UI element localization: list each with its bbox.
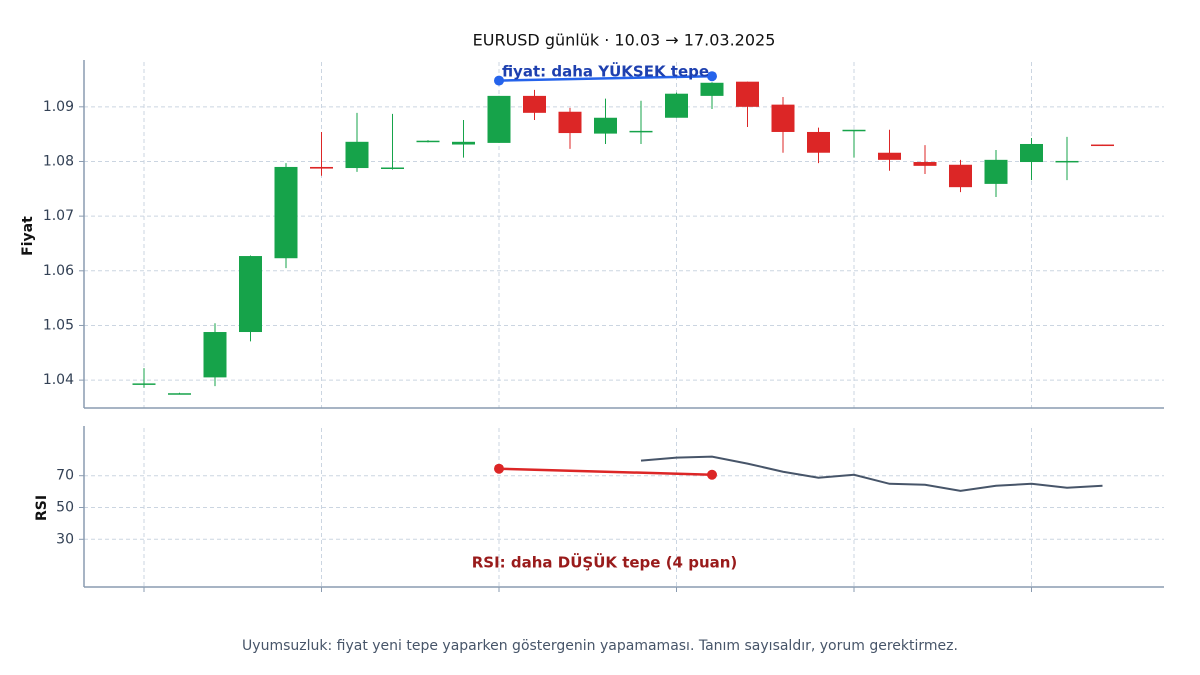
y-tick-label: 50 [56,500,74,516]
candle-body [381,167,404,169]
annotation-label: RSI: daha DÜŞÜK tepe (4 puan) [472,553,738,572]
footnote: Uyumsuzluk: fiyat yeni tepe yaparken gös… [242,638,958,654]
y-tick-label: 30 [56,531,74,547]
candle-body [523,95,546,113]
candle-body [594,117,617,134]
divergence-point [707,71,717,82]
candle-body [736,81,759,107]
candle-body [878,152,901,160]
y-tick-label: 1.05 [43,317,74,333]
y-tick-label: 1.08 [43,153,74,169]
candle-body [310,166,333,169]
candle-body [274,166,298,259]
candle-body [239,256,262,333]
candle-body [629,130,653,133]
candle-body [949,164,972,188]
candle-body [842,129,866,132]
divergence-point [707,469,717,480]
candle-body [203,332,227,378]
y-tick-label: 70 [56,468,74,484]
candle-body [416,140,440,143]
candle-body [665,93,688,118]
chart-title: EURUSD günlük · 10.03 → 17.03.2025 [473,31,776,50]
candle-body [807,131,830,153]
candle-body [1091,144,1114,147]
candle-body [558,111,582,134]
divergence-point [494,75,504,86]
y-axis-label: RSI [34,495,50,521]
candle-body [487,95,511,143]
candle-body [1020,143,1043,163]
candle-body [132,383,156,385]
divergence-line [498,467,713,476]
candle-body [452,141,475,145]
rsi-line [640,455,1103,492]
candle-body [1055,160,1079,163]
y-axis-label: Fiyat [20,216,36,256]
y-tick-label: 1.04 [43,372,74,388]
divergence-point [494,463,504,474]
divergence-line [498,74,713,82]
candle-body [700,82,724,96]
candle-body [345,141,369,169]
y-tick-label: 1.06 [43,263,74,279]
y-tick-label: 1.09 [43,99,74,115]
candle-body [168,393,191,395]
candle-body [984,159,1008,184]
candle-body [771,104,795,132]
candle-body [913,162,937,166]
annotation-label: fiyat: daha YÜKSEK tepe [502,62,709,81]
y-tick-label: 1.07 [43,208,74,224]
